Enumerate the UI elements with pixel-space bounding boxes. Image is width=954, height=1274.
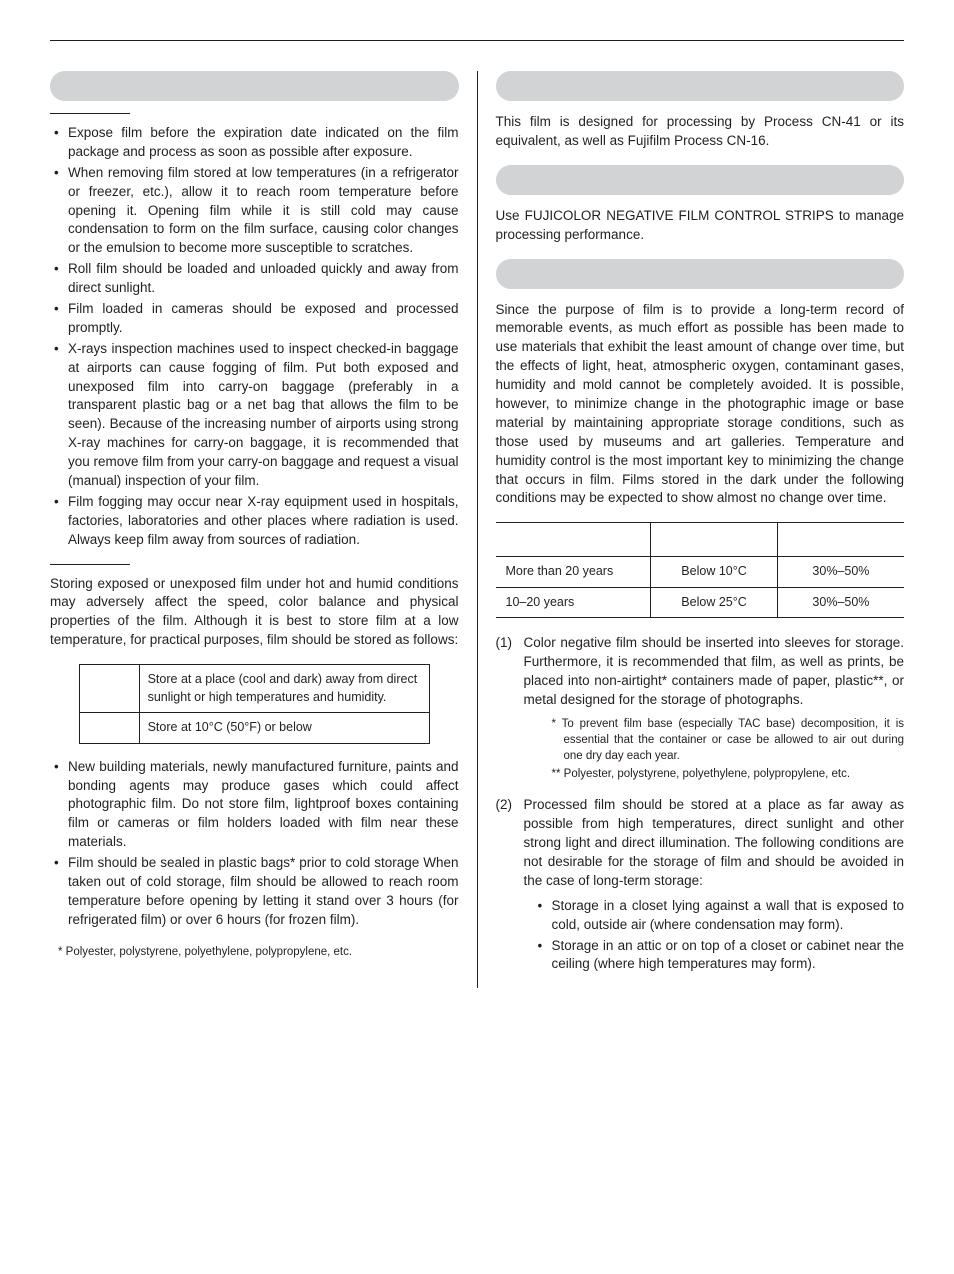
table-cell: More than 20 years (496, 557, 651, 588)
item-number: (1) (496, 634, 513, 653)
table-cell: Store at 10°C (50°F) or below (139, 713, 429, 744)
bullet-text: New building materials, newly manufactur… (68, 759, 459, 850)
two-column-layout: Expose film before the expiration date i… (50, 71, 904, 988)
bullet-text: Roll film should be loaded and unloaded … (68, 261, 459, 295)
table-header-cell (496, 523, 651, 557)
list-item: Roll film should be loaded and unloaded … (54, 260, 459, 298)
list-item: Expose film before the expiration date i… (54, 124, 459, 162)
storage-footnote: * Polyester, polystyrene, polyethylene, … (50, 944, 459, 960)
item-text: Color negative film should be inserted i… (524, 635, 905, 707)
bullet-text: Film should be sealed in plastic bags* p… (68, 855, 459, 927)
list-item: Storage in a closet lying against a wall… (538, 897, 905, 935)
item-footnote: ** Polyester, polystyrene, polyethylene,… (524, 766, 905, 782)
list-item: Storage in an attic or on top of a close… (538, 937, 905, 975)
list-item: When removing film stored at low tempera… (54, 164, 459, 258)
table-cell: Below 10°C (651, 557, 778, 588)
item-text: Processed film should be stored at a pla… (524, 797, 905, 888)
processing-paragraph: This film is designed for processing by … (496, 113, 905, 151)
storage-intro-paragraph: Storing exposed or unexposed film under … (50, 575, 459, 651)
subsection-rule (50, 564, 130, 565)
list-item: New building materials, newly manufactur… (54, 758, 459, 852)
item-footnote: * To prevent film base (especially TAC b… (524, 716, 905, 764)
section-header-pill (496, 165, 905, 195)
table-row: More than 20 years Below 10°C 30%–50% (496, 557, 905, 588)
table-header-row (496, 523, 905, 557)
table-cell: Store at a place (cool and dark) away fr… (139, 665, 429, 713)
numbered-list: (1) Color negative film should be insert… (496, 634, 905, 974)
storage-bullet-list: New building materials, newly manufactur… (50, 758, 459, 930)
handling-bullet-list: Expose film before the expiration date i… (50, 124, 459, 550)
table-cell: 10–20 years (496, 587, 651, 618)
bullet-text: Expose film before the expiration date i… (68, 125, 459, 159)
item-number: (2) (496, 796, 513, 815)
long-term-paragraph: Since the purpose of film is to provide … (496, 301, 905, 509)
top-rule (50, 40, 904, 41)
sub-bullet-list: Storage in a closet lying against a wall… (524, 897, 905, 975)
bullet-text: Storage in an attic or on top of a close… (552, 938, 905, 972)
list-item: Film should be sealed in plastic bags* p… (54, 854, 459, 930)
bullet-text: Storage in a closet lying against a wall… (552, 898, 905, 932)
subsection-rule (50, 113, 130, 114)
storage-table: Store at a place (cool and dark) away fr… (79, 664, 430, 744)
section-header-pill (496, 71, 905, 101)
table-cell: 30%–50% (777, 557, 904, 588)
section-header-pill (50, 71, 459, 101)
table-header-cell (651, 523, 778, 557)
table-cell (79, 713, 139, 744)
numbered-item: (1) Color negative film should be insert… (496, 634, 905, 782)
numbered-item: (2) Processed film should be stored at a… (496, 796, 905, 974)
table-row: Store at a place (cool and dark) away fr… (79, 665, 429, 713)
table-cell (79, 665, 139, 713)
table-cell: 30%–50% (777, 587, 904, 618)
bullet-text: X-rays inspection machines used to inspe… (68, 341, 459, 488)
left-column: Expose film before the expiration date i… (50, 71, 478, 988)
bullet-text: When removing film stored at low tempera… (68, 165, 459, 256)
bullet-text: Film fogging may occur near X-ray equipm… (68, 494, 459, 547)
bullet-text: Film loaded in cameras should be exposed… (68, 301, 459, 335)
table-row: 10–20 years Below 25°C 30%–50% (496, 587, 905, 618)
section-header-pill (496, 259, 905, 289)
list-item: X-rays inspection machines used to inspe… (54, 340, 459, 491)
conditions-table: More than 20 years Below 10°C 30%–50% 10… (496, 522, 905, 618)
control-strips-paragraph: Use FUJICOLOR NEGATIVE FILM CONTROL STRI… (496, 207, 905, 245)
list-item: Film loaded in cameras should be exposed… (54, 300, 459, 338)
table-header-cell (777, 523, 904, 557)
table-row: Store at 10°C (50°F) or below (79, 713, 429, 744)
right-column: This film is designed for processing by … (478, 71, 905, 988)
table-cell: Below 25°C (651, 587, 778, 618)
list-item: Film fogging may occur near X-ray equipm… (54, 493, 459, 550)
